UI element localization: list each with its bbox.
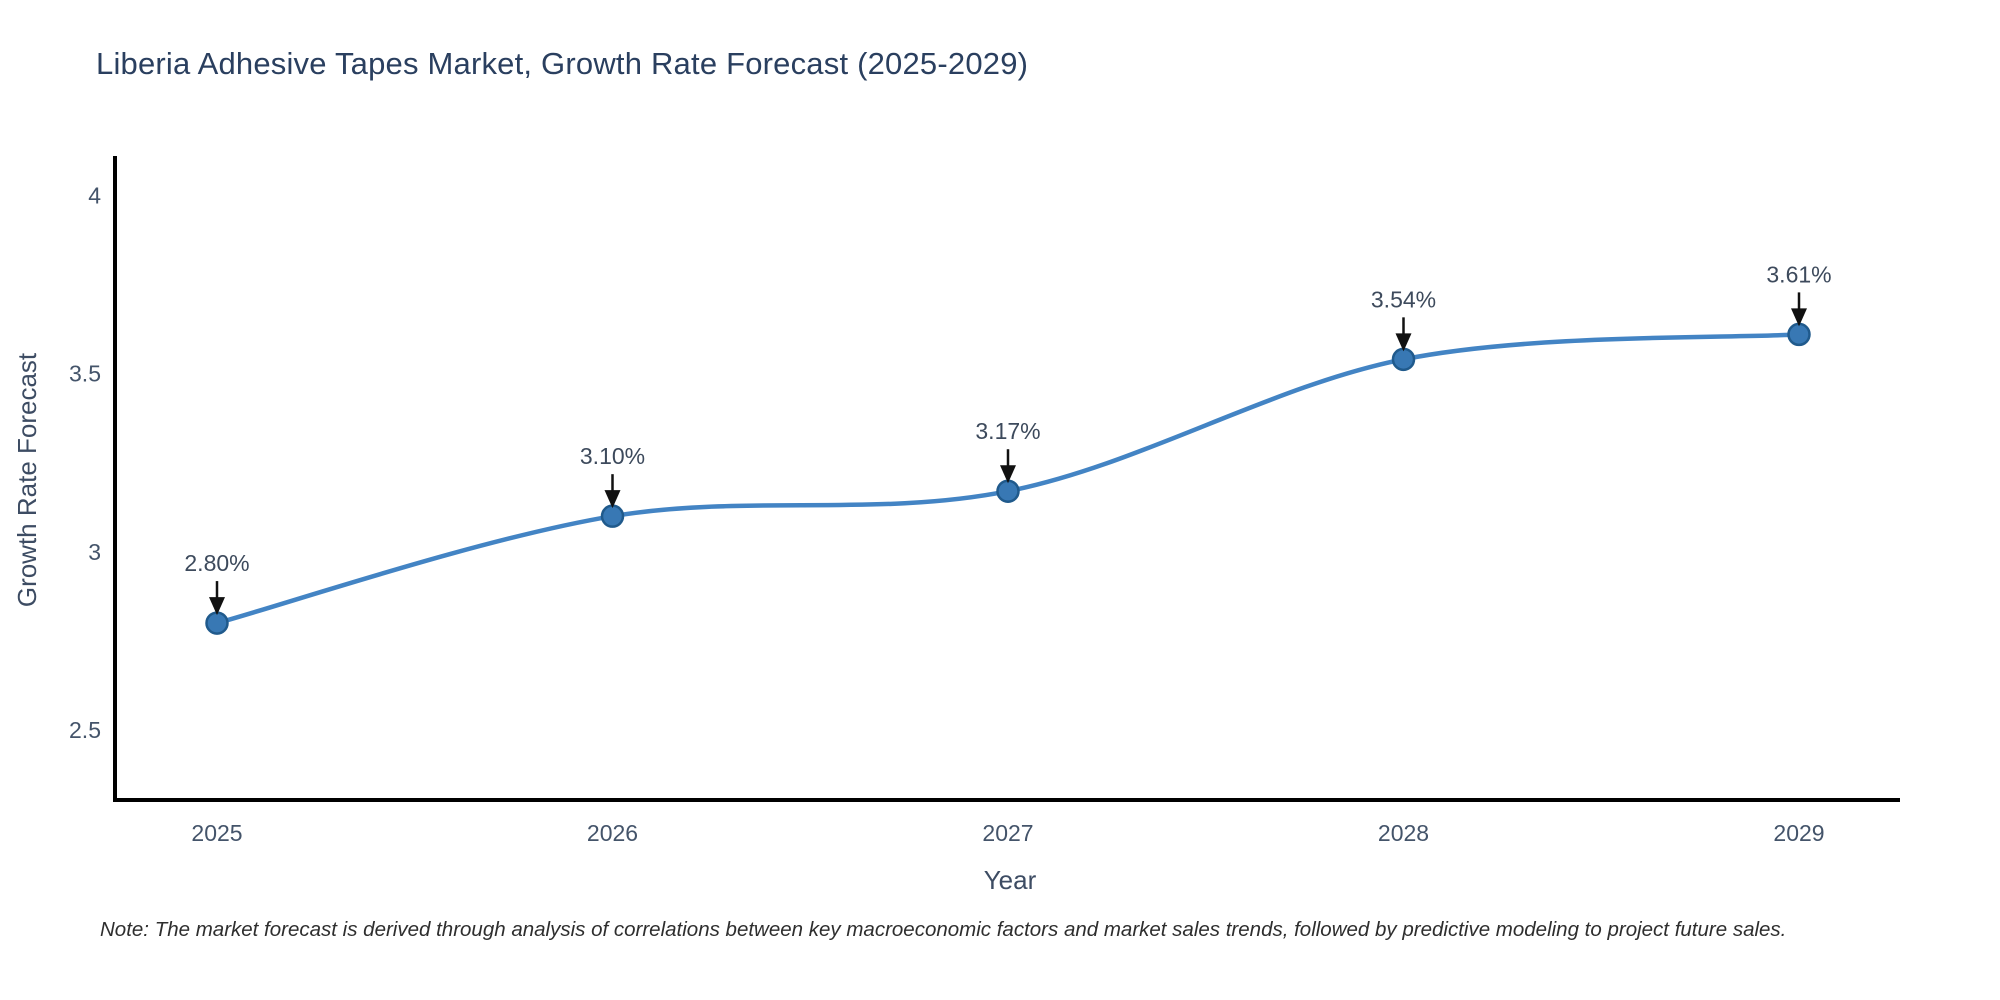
annotation-arrowhead-icon: [1000, 465, 1016, 484]
annotation-arrowhead-icon: [604, 490, 621, 509]
point-annotation-label: 3.54%: [1371, 286, 1436, 312]
y-tick-label: 3: [88, 539, 101, 565]
data-point-2029[interactable]: [1787, 322, 1811, 347]
y-tick-label: 2.5: [69, 717, 101, 743]
x-tick-label: 2028: [1378, 820, 1429, 846]
footnote: Note: The market forecast is derived thr…: [100, 918, 1787, 941]
y-tick-label: 3.5: [69, 361, 101, 387]
point-annotation-label: 3.61%: [1766, 261, 1831, 287]
x-axis-title: Year: [984, 865, 1037, 895]
data-point-2025[interactable]: [205, 611, 229, 635]
x-tick-label: 2025: [191, 820, 242, 846]
data-point-2026[interactable]: [600, 504, 625, 528]
data-point-2028[interactable]: [1391, 347, 1416, 372]
point-annotation-label: 3.10%: [580, 443, 645, 469]
x-tick-label: 2029: [1773, 820, 1824, 846]
x-tick-label: 2026: [587, 820, 638, 846]
annotation-layer: 2025 2026 2027 2028 2029 2.5 3 3.5 4 2.80% 3.10% 3.…: [69, 182, 1832, 846]
chart-title: Liberia Adhesive Tapes Market, Growth Ra…: [96, 46, 1029, 81]
annotation-arrowhead-icon: [1395, 333, 1412, 352]
point-annotation-label: 3.17%: [975, 418, 1040, 444]
y-axis-title: Growth Rate Forecast: [12, 352, 42, 607]
point-annotation-label: 2.80%: [184, 550, 249, 576]
x-tick-label: 2027: [982, 820, 1033, 846]
annotation-arrowhead-icon: [209, 597, 225, 616]
annotation-arrowhead-icon: [1791, 308, 1807, 327]
y-tick-label: 4: [88, 182, 101, 208]
data-point-2027[interactable]: [996, 479, 1020, 503]
